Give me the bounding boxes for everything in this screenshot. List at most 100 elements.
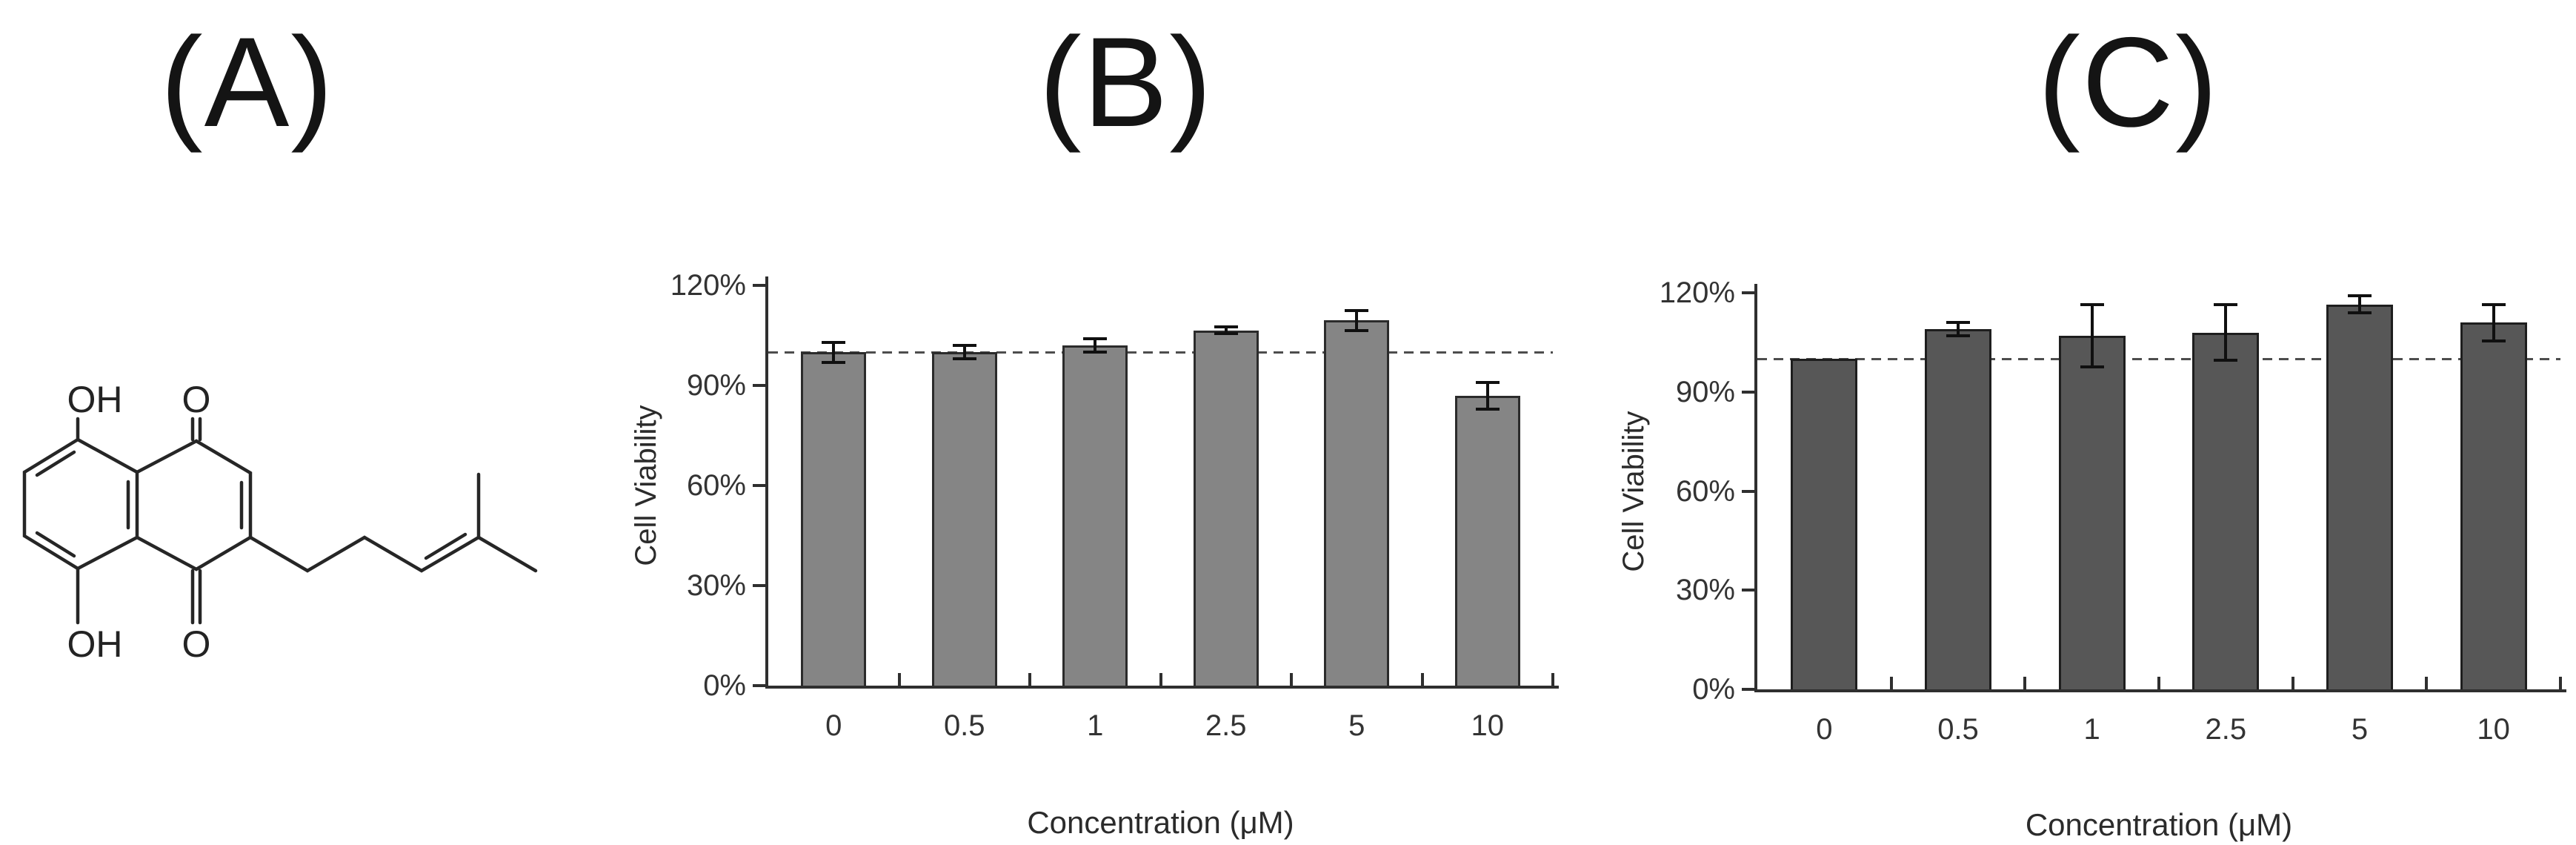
y-tick-label-C: 120% [1659,276,1735,309]
bar-B-10 [1454,395,1520,686]
y-tick-label-B: 30% [686,569,746,602]
y-tick-label-B: 90% [686,369,746,402]
error-cap-top-C [2348,294,2372,298]
molecule-atom-labels: OH O OH O [67,379,211,665]
y-tick-label-B: 0% [703,669,746,702]
x-tick-label-C-2.5: 2.5 [2205,713,2247,746]
error-bar-C-5 [2358,296,2361,313]
bar-C-5 [2326,304,2393,689]
y-axis-line-C [1754,284,1757,692]
x-tick-C [2023,677,2027,689]
error-cap-top-B [1345,308,1369,312]
error-cap-top-B [952,344,976,347]
y-tick-B [753,284,765,287]
atom-label-oh-bottom: OH [67,623,123,665]
y-tick-B [753,584,765,587]
error-cap-bottom-B [1475,407,1500,411]
error-bar-B-0.5 [962,345,966,359]
x-tick-label-C-0: 0 [1816,713,1833,746]
error-cap-bottom-B [952,357,976,360]
panel-a-letter: (A) [160,11,335,153]
x-axis-line-C [1754,689,2566,692]
y-tick-label-C: 60% [1675,474,1735,508]
reference-line-C [1757,358,2560,361]
x-tick-label-B-0: 0 [825,709,842,742]
error-bar-C-10 [2492,304,2495,341]
error-cap-bottom-C [2481,339,2506,342]
x-axis-line-B [765,686,1559,689]
atom-label-oh-top: OH [67,379,123,420]
error-cap-top-C [2080,302,2104,306]
x-tick-label-C-10: 10 [2477,713,2510,746]
error-bar-C-1 [2090,304,2094,368]
x-tick-C [1889,677,1893,689]
error-bar-B-1 [1094,339,1097,352]
error-cap-bottom-B [1083,351,1108,354]
x-axis-title-C: Concentration (μM) [2025,807,2293,842]
error-cap-bottom-C [2348,311,2372,314]
y-tick-label-C: 90% [1675,375,1735,408]
error-cap-top-B [822,340,846,344]
panel-c-letter: (C) [2037,11,2220,153]
bar-B-0 [801,352,867,686]
error-cap-top-C [2214,302,2238,306]
y-axis-title-B: Cell Viability [630,405,662,566]
error-bar-B-10 [1485,382,1489,409]
x-tick-label-C-1: 1 [2083,713,2100,746]
error-cap-top-C [2481,302,2506,306]
atom-label-o-top: O [182,379,211,420]
y-axis-title-C: Cell Viability [1617,410,1650,572]
x-tick-label-C-0.5: 0.5 [1937,713,1979,746]
error-cap-bottom-B [1214,332,1238,336]
error-cap-bottom-B [1345,328,1369,332]
y-tick-label-B: 60% [686,469,746,502]
bar-C-0 [1791,359,1858,689]
error-cap-top-B [1214,325,1238,329]
x-tick-label-B-1: 1 [1087,709,1104,742]
y-axis-line-B [765,276,768,689]
x-tick-B [1290,673,1293,686]
bar-B-5 [1324,320,1390,686]
x-tick-B [1159,673,1162,686]
molecule-bonds [22,417,538,625]
error-cap-bottom-B [822,360,846,364]
x-tick-label-C-5: 5 [2351,713,2369,746]
error-cap-top-B [1475,380,1500,384]
x-tick-C [2157,677,2160,689]
error-bar-C-2.5 [2224,304,2228,361]
error-bar-B-2.5 [1224,327,1228,334]
bar-B-0.5 [931,352,997,686]
bar-B-2.5 [1193,330,1259,686]
x-tick-C [2559,677,2562,689]
y-tick-label-B: 120% [670,269,746,302]
y-tick-label-C: 30% [1675,574,1735,607]
y-tick-C [1742,291,1754,294]
x-tick-B [1551,673,1554,686]
y-tick-C [1742,589,1754,592]
y-tick-C [1742,390,1754,394]
bar-B-1 [1062,345,1128,686]
bar-C-1 [2058,335,2126,689]
reference-line-B [768,351,1553,354]
panel-b-letter: (B) [1039,11,1214,153]
error-bar-C-0.5 [1957,322,1960,336]
error-cap-bottom-C [1946,334,1970,337]
error-bar-B-5 [1355,310,1359,331]
x-tick-B [897,673,901,686]
y-tick-C [1742,489,1754,493]
x-tick-C [2291,677,2294,689]
x-tick-C [2425,677,2429,689]
y-tick-C [1742,688,1754,691]
x-tick-B [1028,673,1031,686]
x-tick-label-B-5: 5 [1348,709,1365,742]
y-tick-B [753,684,765,687]
error-bar-B-0 [832,342,836,362]
x-tick-label-B-2.5: 2.5 [1205,709,1247,742]
error-cap-top-C [1946,321,1970,325]
x-tick-label-B-10: 10 [1471,709,1505,742]
error-cap-top-B [1083,337,1108,340]
y-tick-B [753,384,765,387]
x-axis-title-B: Concentration (μM) [1027,805,1294,840]
bar-C-0.5 [1925,329,1991,689]
